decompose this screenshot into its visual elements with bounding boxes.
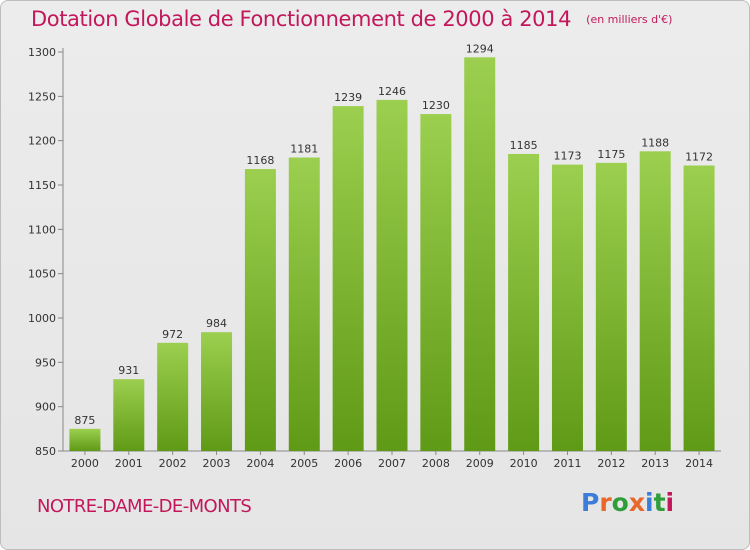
bar-2000 xyxy=(69,428,101,451)
bar-2014 xyxy=(683,165,715,451)
x-tick-label: 2002 xyxy=(159,457,187,470)
x-tick-label: 2008 xyxy=(422,457,450,470)
x-tick-label: 2007 xyxy=(378,457,406,470)
x-tick-label: 2001 xyxy=(115,457,143,470)
proxiti-logo: Proxiti xyxy=(581,488,674,517)
y-tick-label: 1300 xyxy=(28,46,56,59)
y-tick-label: 900 xyxy=(35,401,56,414)
data-label-2000: 875 xyxy=(74,414,95,427)
x-tick-label: 2012 xyxy=(597,457,625,470)
data-label-2013: 1188 xyxy=(641,136,669,149)
x-tick-label: 2010 xyxy=(510,457,538,470)
bar-2013 xyxy=(639,151,671,451)
logo-letter: i xyxy=(665,488,675,517)
y-tick-label: 1000 xyxy=(28,312,56,325)
x-tick-label: 2004 xyxy=(246,457,274,470)
data-label-2001: 931 xyxy=(118,364,139,377)
x-tick-label: 2006 xyxy=(334,457,362,470)
data-label-2014: 1172 xyxy=(685,150,713,163)
bar-2002 xyxy=(157,342,189,451)
logo-letter: o xyxy=(611,488,629,517)
data-label-2003: 984 xyxy=(206,317,227,330)
data-label-2008: 1230 xyxy=(422,99,450,112)
bar-2004 xyxy=(244,169,276,452)
bar-2008 xyxy=(420,114,452,452)
y-tick-label: 1150 xyxy=(28,179,56,192)
data-label-2004: 1168 xyxy=(246,154,274,167)
chart-title: Dotation Globale de Fonctionnement de 20… xyxy=(31,7,572,31)
bar-2007 xyxy=(376,99,408,451)
logo-letter: x xyxy=(628,488,645,517)
x-tick-label: 2005 xyxy=(290,457,318,470)
data-label-2011: 1173 xyxy=(553,150,581,163)
logo-letter: t xyxy=(653,488,666,517)
data-label-2012: 1175 xyxy=(597,148,625,161)
y-tick-label: 950 xyxy=(35,356,56,369)
bar-2006 xyxy=(332,106,364,451)
bar-2009 xyxy=(464,57,496,451)
data-label-2006: 1239 xyxy=(334,91,362,104)
data-label-2007: 1246 xyxy=(378,85,406,98)
data-labels: 875 931 972 984 1168 1181 1239 1246 1230 1294 1185… xyxy=(74,42,713,427)
logo-letter: r xyxy=(599,488,612,517)
data-label-2002: 972 xyxy=(162,328,183,341)
bar-2012 xyxy=(595,162,627,452)
x-axis: 2000 2001 2002 2003 2004 2005 2006 2007 2008 2009… xyxy=(63,450,721,470)
y-tick-label: 1250 xyxy=(28,90,56,103)
y-tick-label: 1100 xyxy=(28,223,56,236)
bar-2001 xyxy=(113,379,145,451)
commune-name: NOTRE-DAME-DE-MONTS xyxy=(37,496,252,517)
chart-title-row: Dotation Globale de Fonctionnement de 20… xyxy=(31,7,672,31)
x-tick-label: 2011 xyxy=(553,457,581,470)
bar-2003 xyxy=(201,332,233,451)
bar-2010 xyxy=(508,153,540,451)
data-label-2005: 1181 xyxy=(290,143,318,156)
logo-letter: P xyxy=(581,488,600,517)
y-tick-label: 850 xyxy=(35,445,56,458)
bars xyxy=(69,57,715,452)
x-tick-label: 2009 xyxy=(466,457,494,470)
x-tick-label: 2014 xyxy=(685,457,713,470)
data-label-2010: 1185 xyxy=(510,139,538,152)
x-tick-label: 2000 xyxy=(71,457,99,470)
x-tick-label: 2003 xyxy=(203,457,231,470)
logo-letter: i xyxy=(645,488,654,517)
y-axis: 850 900 950 1000 1050 1100 1150 1200 1250 1300 xyxy=(28,46,64,458)
bar-2011 xyxy=(551,164,583,451)
chart-subtitle: (en milliers d'€) xyxy=(586,13,673,26)
y-tick-label: 1050 xyxy=(28,268,56,281)
data-label-2009: 1294 xyxy=(466,42,494,55)
y-tick-label: 1200 xyxy=(28,135,56,148)
x-tick-label: 2013 xyxy=(641,457,669,470)
bar-2005 xyxy=(288,157,320,451)
